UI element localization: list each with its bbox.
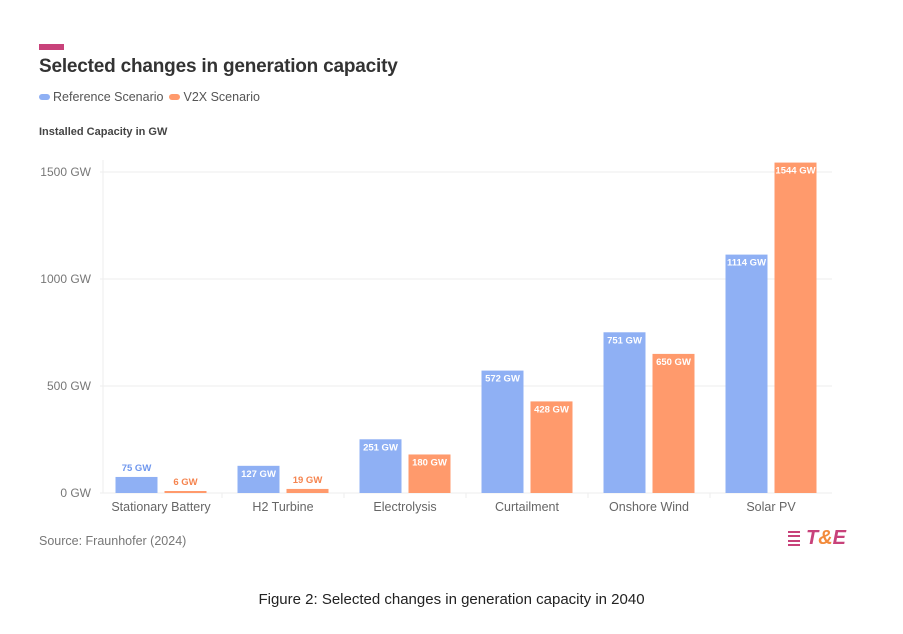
y-axis-title: Installed Capacity in GW (39, 126, 168, 138)
logo-lines-icon (788, 530, 800, 547)
data-label: 1544 GW (775, 166, 815, 177)
data-label: 75 GW (122, 463, 152, 474)
data-label: 19 GW (293, 475, 323, 486)
bar-v2x (530, 401, 573, 493)
y-tick-label: 1000 GW (40, 272, 91, 286)
bar-chart: 0 GW 500 GW 1000 GW 1500 GW 75 GW 6 GW Station… (40, 160, 832, 514)
y-tick-label: 0 GW (60, 486, 91, 500)
source-note: Source: Fraunhofer (2024) (39, 534, 187, 548)
te-logo: T&E (788, 527, 846, 550)
legend-label-reference: Reference Scenario (53, 90, 164, 104)
x-tick-label: Stationary Battery (111, 500, 211, 514)
data-label: 751 GW (607, 335, 642, 346)
data-label: 650 GW (656, 357, 691, 368)
legend-item-reference[interactable]: Reference Scenario (39, 90, 163, 104)
bar-v2x (408, 454, 451, 493)
legend-item-v2x[interactable]: V2X Scenario (169, 90, 260, 104)
bar-reference (481, 370, 524, 493)
data-label: 251 GW (363, 442, 398, 453)
data-label: 1114 GW (727, 258, 766, 269)
y-tick-label: 500 GW (47, 379, 92, 393)
figure-caption: Figure 2: Selected changes in generation… (258, 591, 645, 608)
bar-v2x (286, 488, 329, 493)
x-tick-label: H2 Turbine (252, 500, 313, 514)
legend-swatch-reference (39, 94, 50, 100)
bar-reference (237, 465, 280, 493)
data-label: 127 GW (241, 469, 276, 480)
x-tick-label: Electrolysis (373, 500, 436, 514)
logo-text: T&E (806, 527, 847, 549)
legend: Reference Scenario V2X Scenario (39, 90, 266, 104)
bar-v2x (774, 162, 817, 494)
accent-bar (39, 44, 64, 50)
data-label: 6 GW (173, 477, 197, 488)
x-tick-label: Curtailment (495, 500, 559, 514)
bar-reference (115, 476, 158, 493)
x-tick-label: Solar PV (746, 500, 796, 514)
bar-reference (359, 439, 402, 493)
bar-v2x (164, 491, 207, 493)
chart-title: Selected changes in generation capacity (39, 56, 398, 77)
legend-label-v2x: V2X Scenario (183, 90, 260, 104)
y-tick-label: 1500 GW (40, 165, 91, 179)
bar-v2x (652, 353, 695, 493)
data-label: 180 GW (412, 457, 447, 468)
data-label: 572 GW (485, 374, 520, 385)
x-tick-label: Onshore Wind (609, 500, 689, 514)
bar-reference (725, 254, 768, 493)
bar-reference (603, 332, 646, 493)
legend-swatch-v2x (169, 94, 181, 100)
data-label: 428 GW (534, 404, 569, 415)
